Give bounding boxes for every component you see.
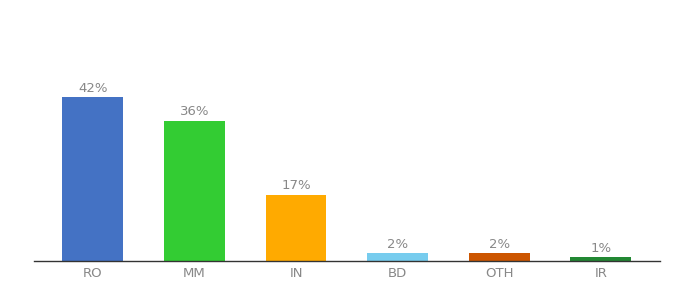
Bar bbox=[266, 195, 326, 261]
Bar bbox=[367, 253, 428, 261]
Bar bbox=[164, 121, 225, 261]
Text: 42%: 42% bbox=[78, 82, 107, 95]
Bar bbox=[571, 257, 631, 261]
Text: 36%: 36% bbox=[180, 105, 209, 118]
Text: 17%: 17% bbox=[282, 179, 311, 192]
Text: 2%: 2% bbox=[488, 238, 510, 251]
Text: 2%: 2% bbox=[387, 238, 408, 251]
Bar bbox=[63, 97, 123, 261]
Text: 1%: 1% bbox=[590, 242, 611, 255]
Bar bbox=[469, 253, 530, 261]
